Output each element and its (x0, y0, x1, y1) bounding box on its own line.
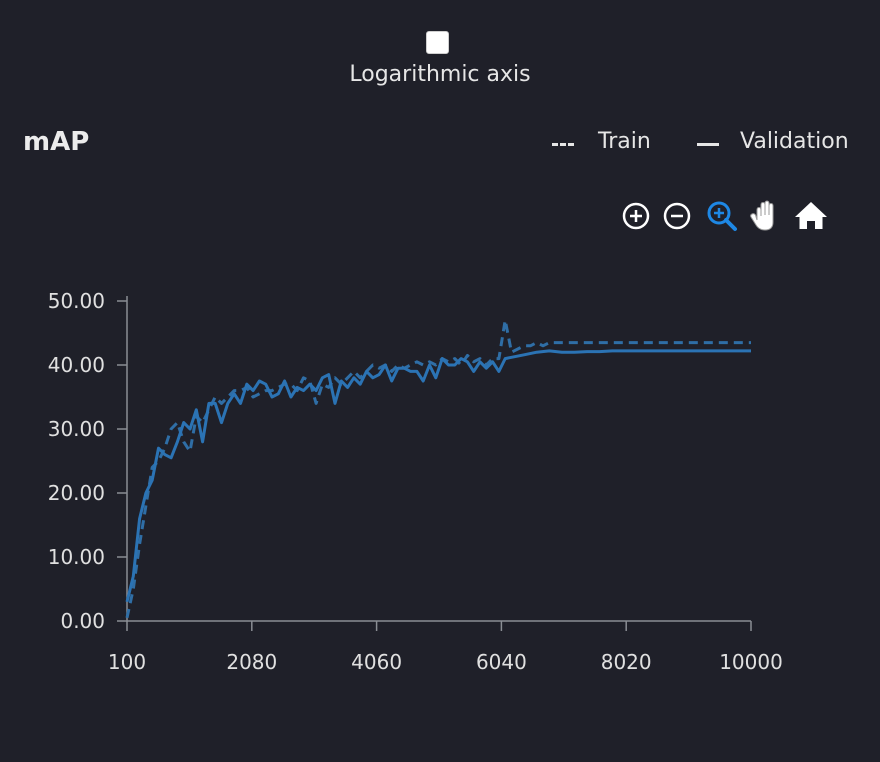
chart-title: mAP (23, 127, 90, 157)
y-tick-label: 0.00 (60, 609, 105, 633)
home-reset-icon[interactable] (794, 198, 828, 234)
y-tick-label: 40.00 (48, 353, 105, 377)
legend-train-swatch (552, 143, 574, 146)
logarithmic-axis-label: Logarithmic axis (349, 62, 531, 87)
x-tick-label: 100 (108, 650, 146, 674)
pan-hand-icon[interactable] (748, 198, 782, 234)
y-tick-label: 30.00 (48, 417, 105, 441)
y-tick-label: 10.00 (48, 545, 105, 569)
zoom-box-icon[interactable] (704, 198, 738, 234)
x-tick-label: 6040 (476, 650, 527, 674)
x-tick-label: 8020 (601, 650, 652, 674)
y-tick-label: 20.00 (48, 481, 105, 505)
zoom-out-icon[interactable] (660, 198, 694, 234)
zoom-in-icon[interactable] (620, 198, 654, 234)
x-tick-label: 4060 (351, 650, 402, 674)
chart-toolbar (620, 198, 835, 234)
series-line-validation (125, 349, 751, 603)
x-tick-label: 10000 (719, 650, 783, 674)
series-line-train (125, 318, 751, 619)
y-tick-label: 50.00 (48, 289, 105, 313)
legend-validation-swatch (697, 143, 719, 146)
x-tick-label: 2080 (226, 650, 277, 674)
legend-train-label: Train (598, 129, 651, 154)
logarithmic-axis-checkbox[interactable] (426, 31, 449, 54)
legend-validation-label: Validation (740, 129, 849, 154)
